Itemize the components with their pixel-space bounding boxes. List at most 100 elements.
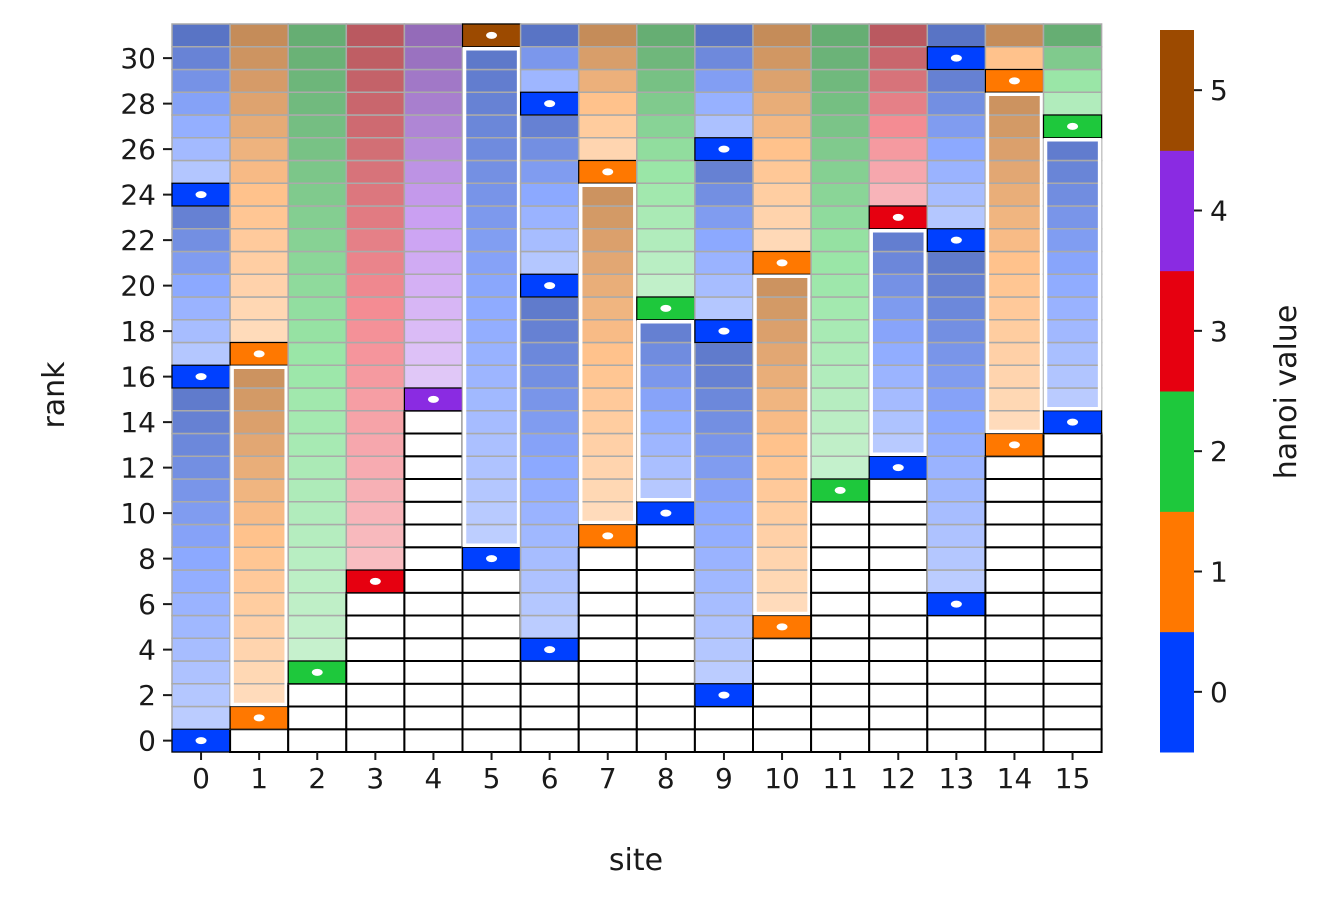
- empty-cell: [577, 591, 638, 617]
- heatmap-cell: [984, 23, 1045, 48]
- heatmap-cell: [694, 523, 754, 548]
- heatmap-cell: [171, 637, 231, 662]
- heatmap-cell: [345, 432, 406, 457]
- empty-cell: [868, 660, 929, 685]
- heatmap-cell: [287, 478, 348, 503]
- heatmap-cell: [810, 319, 870, 344]
- marker-dot: [660, 304, 672, 312]
- heatmap-cell: [345, 364, 406, 389]
- x-tick-label: 11: [822, 762, 858, 795]
- heatmap-cell: [461, 205, 522, 230]
- heatmap-cell: [519, 296, 580, 321]
- heatmap-cell: [810, 46, 870, 71]
- empty-cell: [403, 591, 464, 617]
- heatmap-cell: [694, 455, 754, 480]
- heatmap-cell: [345, 114, 406, 139]
- colorbar-segment: [1160, 511, 1194, 633]
- heatmap-cell: [694, 637, 754, 662]
- heatmap-cell: [171, 683, 231, 708]
- gap-outline: [869, 229, 928, 456]
- heatmap-cell: [519, 341, 580, 366]
- heatmap-cell: [984, 364, 1045, 389]
- colorbar-tick-label: 4: [1210, 195, 1228, 228]
- heatmap-cell: [810, 228, 870, 253]
- heatmap-cell: [519, 501, 580, 526]
- heatmap-cell: [694, 432, 754, 457]
- empty-cell: [926, 682, 987, 708]
- heatmap-cell: [810, 296, 870, 321]
- heatmap-cell: [984, 114, 1045, 139]
- empty-cell: [1042, 705, 1103, 731]
- heatmap-cell: [868, 23, 929, 48]
- heatmap-cell: [171, 501, 231, 526]
- y-tick-label: 22: [120, 224, 156, 257]
- heatmap-cell: [461, 182, 522, 207]
- heatmap-cell: [403, 159, 464, 184]
- heatmap-cell: [752, 432, 812, 457]
- heatmap-cell: [345, 159, 406, 184]
- empty-cell: [461, 705, 522, 731]
- empty-cell: [752, 705, 813, 731]
- empty-cell: [461, 682, 522, 708]
- heatmap-cell: [287, 592, 348, 617]
- heatmap-cell: [577, 23, 638, 48]
- empty-cell: [519, 705, 580, 731]
- x-tick-label: 10: [764, 762, 800, 795]
- heatmap-cell: [926, 137, 987, 162]
- heatmap-cell: [461, 341, 522, 366]
- x-tick-label: 9: [715, 762, 733, 795]
- empty-cell: [1042, 682, 1103, 708]
- heatmap-cell: [345, 501, 406, 526]
- heatmap-cell: [694, 296, 754, 321]
- heatmap-cell: [984, 250, 1045, 275]
- heatmap-cell: [229, 91, 289, 116]
- heatmap-cell: [868, 182, 929, 207]
- heatmap-cell: [345, 182, 406, 207]
- heatmap-cell: [229, 501, 289, 526]
- marker-dot: [950, 600, 962, 608]
- heatmap-cell: [810, 250, 870, 275]
- empty-cell: [984, 500, 1045, 526]
- heatmap-cell: [345, 91, 406, 116]
- empty-cell: [635, 591, 696, 617]
- x-tick-label: 12: [880, 762, 916, 795]
- heatmap-cell: [636, 410, 696, 435]
- x-tick-label: 5: [483, 762, 501, 795]
- heatmap-cell: [1042, 182, 1103, 207]
- heatmap-cell: [461, 387, 522, 412]
- heatmap-cell: [1042, 364, 1103, 389]
- heatmap-cell: [636, 46, 696, 71]
- heatmap-cell: [752, 137, 812, 162]
- heatmap-cell: [636, 432, 696, 457]
- empty-cell: [810, 500, 871, 526]
- empty-cell: [635, 660, 696, 685]
- empty-cell: [868, 546, 929, 571]
- heatmap-cell: [577, 205, 638, 230]
- heatmap-cell: [171, 205, 231, 230]
- empty-cell: [635, 705, 696, 731]
- heatmap-cell: [519, 319, 580, 344]
- heatmap-cell: [1042, 159, 1103, 184]
- empty-cell: [984, 660, 1045, 685]
- heatmap-cell: [926, 341, 987, 366]
- empty-cell: [868, 614, 929, 640]
- heatmap-cell: [984, 182, 1045, 207]
- empty-cell: [1042, 523, 1103, 549]
- empty-cell: [926, 705, 987, 731]
- empty-cell: [1042, 478, 1103, 503]
- heatmap-cell: [752, 114, 812, 139]
- heatmap-cell: [171, 137, 231, 162]
- heatmap-cell: [694, 23, 754, 48]
- marker-dot: [950, 236, 962, 244]
- heatmap-cell: [403, 205, 464, 230]
- heatmap-cell: [752, 91, 812, 116]
- heatmap-cell: [519, 182, 580, 207]
- heatmap-cell: [345, 523, 406, 548]
- gap-outline: [753, 274, 811, 616]
- heatmap-cell: [636, 455, 696, 480]
- empty-cell: [1042, 569, 1103, 594]
- heatmap-cell: [519, 592, 580, 617]
- empty-cell: [577, 569, 638, 594]
- heatmap-cell: [577, 364, 638, 389]
- heatmap-cell: [287, 273, 348, 298]
